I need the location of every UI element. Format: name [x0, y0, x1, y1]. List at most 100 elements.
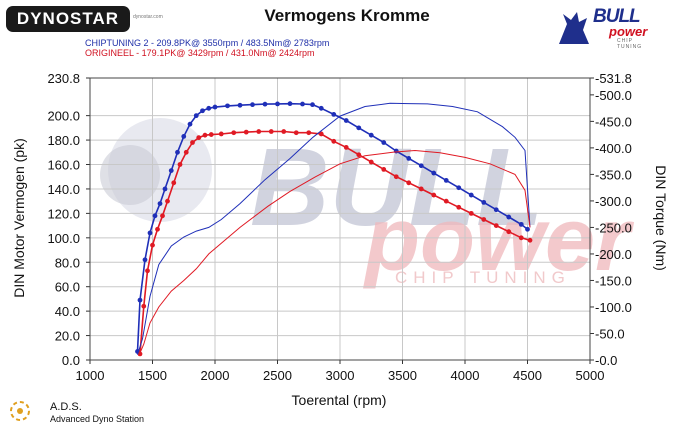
data-point	[243, 129, 249, 135]
data-point	[468, 210, 474, 216]
data-point	[281, 129, 287, 134]
data-point	[142, 257, 148, 263]
y-right-tick-label: -50.0	[595, 326, 625, 341]
data-point	[331, 112, 337, 117]
y-left-tick-label: 20.0	[55, 329, 80, 344]
y-left-tick-label: 120.0	[47, 206, 80, 221]
data-point	[183, 149, 189, 155]
data-point	[200, 108, 205, 114]
series-torque-chiptuning-2	[137, 102, 531, 355]
chart-grid	[90, 78, 590, 360]
x-tick-label: 4500	[513, 368, 542, 383]
ads-subtitle: Advanced Dyno Station	[50, 414, 145, 424]
bull-head-icon	[559, 12, 589, 44]
x-tick-label: 1000	[76, 368, 105, 383]
ads-title: A.D.S.	[50, 401, 82, 413]
y-right-tick-label: -500.0	[595, 88, 632, 103]
data-point	[418, 186, 424, 192]
data-point	[196, 135, 202, 141]
y-left-tick-label: 0.0	[62, 353, 80, 368]
x-tick-label: 4000	[451, 368, 480, 383]
data-point	[381, 166, 387, 172]
data-point	[175, 149, 180, 155]
data-point	[356, 125, 362, 131]
data-point	[193, 113, 199, 119]
data-point	[318, 131, 324, 137]
data-point	[493, 207, 499, 213]
dynostar-logo-subtext: dynostar.com	[133, 14, 163, 20]
x-tick-label: 1500	[138, 368, 167, 383]
brand-bull-text: BULL	[593, 6, 641, 27]
y-right-tick-label: -531.8	[595, 71, 632, 86]
data-point	[231, 130, 237, 136]
data-point	[212, 104, 218, 110]
dynostar-logo: DYNOSTAR	[6, 6, 130, 32]
data-point	[368, 159, 374, 165]
data-point	[206, 105, 212, 111]
legend-tuned: CHIPTUNING 2 - 209.8PK@ 3550rpm / 483.5N…	[85, 38, 330, 48]
y-left-tick-label: 100.0	[47, 231, 80, 246]
x-tick-labels: 1000 1500 2000 2500 3000 3500 4000 4500 5000	[76, 368, 605, 383]
x-tick-label: 5000	[576, 368, 605, 383]
legend-original: ORIGINEEL - 179.1PK@ 3429rpm / 431.0Nm@ …	[85, 48, 315, 58]
data-point	[293, 130, 299, 136]
x-axis-label: Toerental (rpm)	[292, 392, 387, 408]
data-point	[443, 177, 449, 183]
data-point	[406, 180, 412, 186]
ads-logo-icon	[10, 401, 30, 421]
y-left-tick-label: 200.0	[47, 109, 80, 124]
y-axis-left-label: DIN Motor Vermogen (pk)	[11, 138, 27, 298]
data-point	[218, 131, 224, 137]
data-point	[381, 140, 387, 145]
data-point	[160, 213, 165, 219]
data-point	[147, 230, 153, 236]
data-point	[250, 102, 255, 108]
data-point	[268, 129, 274, 134]
data-point	[368, 132, 374, 138]
data-point	[456, 185, 462, 191]
data-point	[506, 214, 512, 220]
data-point	[150, 242, 155, 248]
data-point	[343, 145, 349, 150]
data-point	[171, 180, 177, 186]
y-right-tick-labels: -0.0 -50.0 -100.0 -150.0 -200.0 -250.0 -300.0 -…	[595, 71, 632, 368]
chart-axes	[86, 77, 594, 364]
y-left-tick-label: 60.0	[55, 280, 80, 295]
data-point	[155, 226, 160, 232]
data-point	[525, 226, 530, 232]
y-right-tick-label: -150.0	[595, 273, 632, 288]
chart-title: Vermogens Kromme	[264, 6, 430, 25]
data-point	[331, 138, 337, 144]
watermark-chip-text: CHIP TUNING	[395, 268, 571, 287]
data-point	[518, 235, 524, 241]
x-tick-label: 3000	[326, 368, 355, 383]
data-point	[493, 223, 499, 228]
data-point	[145, 268, 150, 274]
data-point	[152, 213, 158, 219]
data-point	[202, 132, 208, 138]
data-point	[237, 102, 243, 108]
data-point	[300, 101, 305, 107]
series-line	[138, 149, 531, 356]
series-line	[137, 102, 531, 355]
y-right-tick-label: -0.0	[595, 353, 617, 368]
data-point	[393, 174, 399, 180]
y-left-tick-label: 160.0	[47, 158, 80, 173]
data-point	[262, 101, 268, 107]
y-left-tick-label: 140.0	[47, 182, 80, 197]
x-tick-label: 3500	[388, 368, 417, 383]
y-left-tick-label: 230.8	[47, 71, 80, 86]
data-point	[468, 192, 474, 198]
data-point	[225, 103, 230, 109]
data-point	[287, 101, 293, 107]
x-tick-label: 2000	[201, 368, 230, 383]
y-left-tick-label: 40.0	[55, 304, 80, 319]
data-point	[208, 132, 214, 137]
data-point	[318, 105, 324, 111]
data-point	[157, 201, 163, 207]
y-axis-right-label: DIN Torque (Nm)	[653, 165, 669, 271]
y-right-tick-label: -300.0	[595, 194, 632, 209]
y-left-tick-labels: 0.0 20.0 40.0 60.0 80.0 100.0 120.0 140.0 160.0 1…	[47, 71, 80, 368]
data-point	[190, 140, 195, 145]
